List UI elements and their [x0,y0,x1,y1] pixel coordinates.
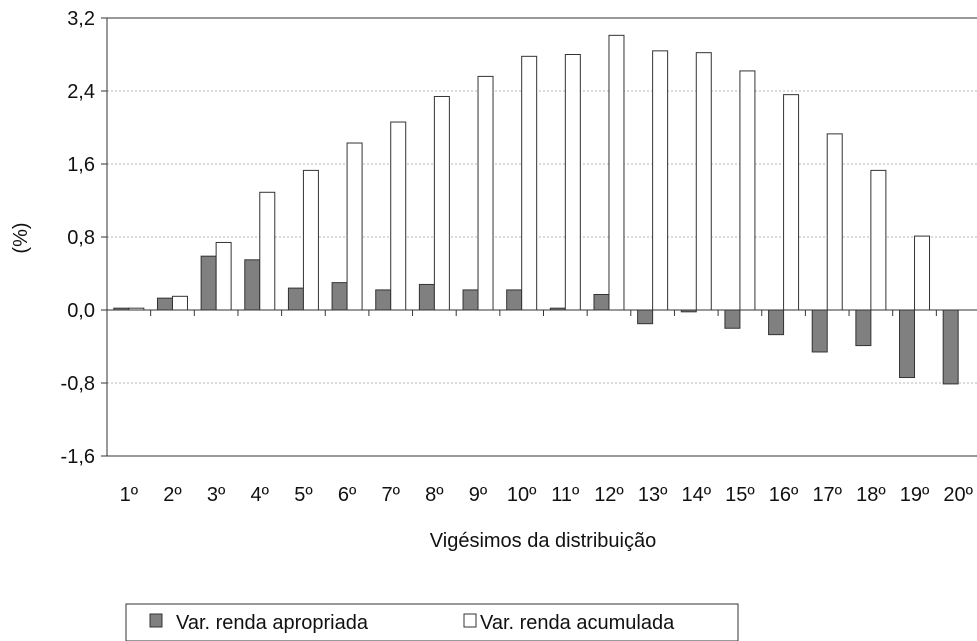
bar-acumulada-14 [695,52,712,311]
x-tick-label: 14º [681,484,711,506]
bar-apropriada-6 [331,282,348,311]
bar-acumulada-4 [259,191,276,311]
bar-acumulada-6 [346,142,363,311]
y-tick-label: 3,2 [67,8,95,30]
legend-label-apropriada: Var. renda apropriada [176,612,369,634]
bar-acumulada-19 [914,235,931,311]
bar-apropriada-10 [506,289,523,311]
y-tick-label: -0,8 [61,373,95,395]
bar-acumulada-10 [521,55,538,311]
bar-acumulada-15 [739,70,756,311]
bar-apropriada-5 [287,287,304,311]
bar-apropriada-15 [724,309,741,329]
legend-box [125,603,739,641]
x-tick-label: 18º [856,484,886,506]
x-axis [106,17,977,457]
x-tick-label: 11º [551,484,580,506]
bar-apropriada-4 [244,259,261,311]
bar-acumulada-8 [433,95,450,311]
bar-apropriada-7 [375,289,392,311]
bar-apropriada-16 [768,309,785,336]
bar-acumulada-11 [564,54,581,311]
x-tick-label: 15º [725,484,755,506]
bar-apropriada-18 [855,309,872,347]
x-tick-label: 5º [294,484,313,506]
y-tick-label: 2,4 [67,81,95,103]
x-tick-label: 13º [638,484,668,506]
x-tick-label: 16º [769,484,799,506]
x-tick-label: 4º [251,484,270,506]
bar-acumulada-9 [477,75,494,311]
bar-acumulada-7 [390,121,407,311]
legend: Var. renda apropriada Var. renda acumula… [125,603,739,641]
x-tick-label: 17º [812,484,842,506]
y-tick-label: 1,6 [67,154,95,176]
legend-swatch-acumulada [463,613,477,628]
y-tick-label: 0,0 [67,300,95,322]
y-tick-label: -1,6 [61,446,95,468]
bar-apropriada-13 [637,309,654,325]
bar-acumulada-2 [171,295,188,311]
gridlines [107,17,977,384]
legend-label-acumulada: Var. renda acumulada [480,612,675,634]
bar-apropriada-20 [942,309,959,385]
x-tick-label: 6º [338,484,357,506]
bars [113,34,959,385]
x-tick-label: 9º [469,484,488,506]
bar-acumulada-18 [870,169,887,311]
x-tick-label: 1º [120,484,139,506]
y-axis-title: (%) [10,222,32,253]
bar-apropriada-3 [200,255,217,311]
x-tick-label: 19º [900,484,930,506]
legend-swatch-apropriada [149,613,163,628]
x-tick-label: 2º [163,484,182,506]
bar-acumulada-13 [652,50,669,311]
x-tick-label: 10º [507,484,537,506]
x-axis-ticks: 1º 2º 3º 4º 5º 6º 7º 8º 9º 10º 11º 12º 13º 14º 15º 16º 1… [106,310,974,506]
bar-acumulada-16 [783,94,800,311]
bar-acumulada-3 [215,241,232,311]
bar-acumulada-12 [608,34,625,311]
y-tick-label: 0,8 [67,227,95,249]
bar-apropriada-2 [156,297,173,311]
bar-acumulada-17 [826,133,843,311]
bar-apropriada-17 [811,309,828,353]
bar-apropriada-9 [462,289,479,311]
bar-apropriada-12 [593,293,610,311]
x-tick-label: 12º [594,484,624,506]
x-axis-title: Vigésimos da distribuição [430,530,656,552]
x-tick-label: 8º [425,484,444,506]
x-tick-label: 3º [207,484,226,506]
x-tick-label: 20º [943,484,973,506]
bar-apropriada-19 [899,309,916,379]
bar-acumulada-5 [302,169,319,311]
x-tick-label: 7º [382,484,401,506]
y-axis-ticks: -1,6 -0,8 0,0 0,8 1,6 2,4 3,2 [61,8,107,468]
bar-apropriada-8 [418,283,435,311]
